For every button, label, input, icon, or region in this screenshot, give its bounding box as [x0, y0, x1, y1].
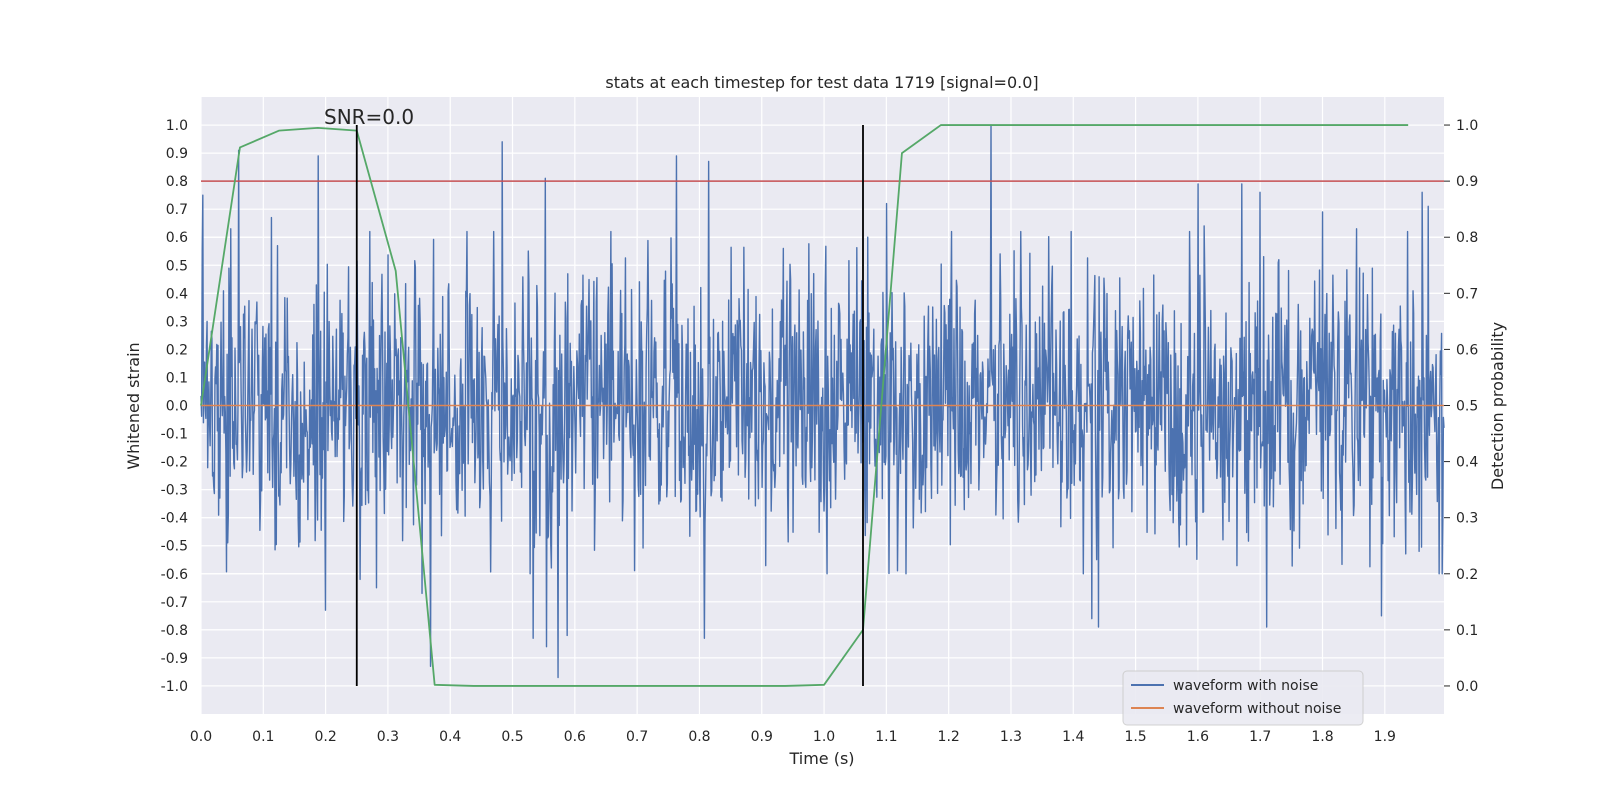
x-tick-label: 0.4: [439, 729, 461, 745]
x-tick-label: 1.1: [875, 729, 897, 745]
x-tick-label: 0.7: [626, 729, 648, 745]
x-tick-label: 0.0: [190, 729, 212, 745]
y-tick-label: 0.0: [166, 399, 188, 415]
y-right-tick-label: 0.1: [1456, 623, 1478, 639]
noise-series: [200, 124, 1445, 679]
y-tick-label: -0.1: [161, 427, 188, 443]
y-right-tick-label: 0.4: [1456, 455, 1478, 471]
y-tick-label: 0.8: [166, 174, 188, 190]
x-tick-label: 0.2: [314, 729, 336, 745]
y-tick-label: -0.7: [161, 595, 188, 611]
x-tick-label: 1.4: [1062, 729, 1084, 745]
x-tick-label: 1.2: [938, 729, 960, 745]
y-tick-label: 0.5: [166, 258, 188, 274]
x-tick-label: 1.6: [1187, 729, 1209, 745]
legend-box: [1122, 670, 1364, 726]
detection-probability-line: [200, 124, 1409, 687]
y-tick-label: -0.5: [161, 539, 188, 555]
y-right-tick-label: 0.7: [1456, 286, 1478, 302]
x-tick-label: 1.5: [1124, 729, 1146, 745]
y-tick-label: 0.6: [166, 230, 188, 246]
x-tick-label: 0.9: [751, 729, 773, 745]
y-tick-label: 0.4: [166, 286, 188, 302]
x-tick-label: 0.6: [564, 729, 586, 745]
y-tick-label: -1.0: [161, 679, 188, 695]
y-tick-label: -0.2: [161, 455, 188, 471]
y-tick-label: 0.2: [166, 342, 188, 358]
noise-waveform-line: [200, 124, 1445, 679]
y-tick-label: -0.6: [161, 567, 188, 583]
x-tick-label: 1.8: [1311, 729, 1333, 745]
y-tick-label: 1.0: [166, 118, 188, 134]
x-tick-label: 0.1: [252, 729, 274, 745]
legend-label-noise: waveform with noise: [1173, 678, 1318, 694]
x-tick-label: 0.8: [688, 729, 710, 745]
ticks: 0.0 0.1 0.2 0.3 0.4 0.5 0.6 0.7 0.8 0.9 1.0 1.1 1.2 1…: [161, 118, 1479, 745]
x-tick-label: 1.3: [1000, 729, 1022, 745]
x-axis-label: Time (s): [788, 749, 854, 768]
y-tick-label: -0.3: [161, 483, 188, 499]
x-tick-label: 1.9: [1374, 729, 1396, 745]
y-tick-label: 0.3: [166, 314, 188, 330]
y-tick-label: 0.9: [166, 146, 188, 162]
y-tick-label: 0.1: [166, 370, 188, 386]
y-tick-label: -0.4: [161, 511, 188, 527]
y-right-tick-label: 0.6: [1456, 342, 1478, 358]
chart-title: stats at each timestep for test data 171…: [605, 73, 1038, 92]
y-axis-label: Whitened strain: [124, 342, 143, 469]
y-right-tick-label: 0.5: [1456, 399, 1478, 415]
x-tick-label: 1.0: [813, 729, 835, 745]
y-axis-label-right: Detection probability: [1488, 322, 1507, 490]
snr-annotation: SNR=0.0: [324, 105, 414, 129]
y-right-tick-label: 0.8: [1456, 230, 1478, 246]
x-tick-label: 0.5: [501, 729, 523, 745]
y-right-tick-label: 1.0: [1456, 118, 1478, 134]
y-right-tick-label: 0.3: [1456, 511, 1478, 527]
y-right-tick-label: 0.2: [1456, 567, 1478, 583]
overlay: [200, 124, 1444, 687]
y-tick-label: -0.8: [161, 623, 188, 639]
y-tick-label: 0.7: [166, 202, 188, 218]
x-tick-label: 1.7: [1249, 729, 1271, 745]
y-right-tick-label: 0.9: [1456, 174, 1478, 190]
y-tick-label: -0.9: [161, 651, 188, 667]
x-tick-label: 0.3: [377, 729, 399, 745]
y-right-tick-label: 0.0: [1456, 679, 1478, 695]
legend-label-clean: waveform without noise: [1173, 701, 1341, 717]
legend: waveform with noise waveform without noi…: [1122, 670, 1364, 726]
